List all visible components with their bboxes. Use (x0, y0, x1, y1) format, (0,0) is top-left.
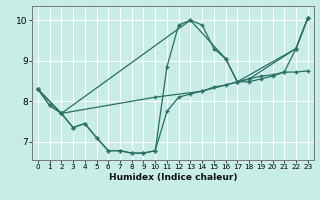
X-axis label: Humidex (Indice chaleur): Humidex (Indice chaleur) (108, 173, 237, 182)
